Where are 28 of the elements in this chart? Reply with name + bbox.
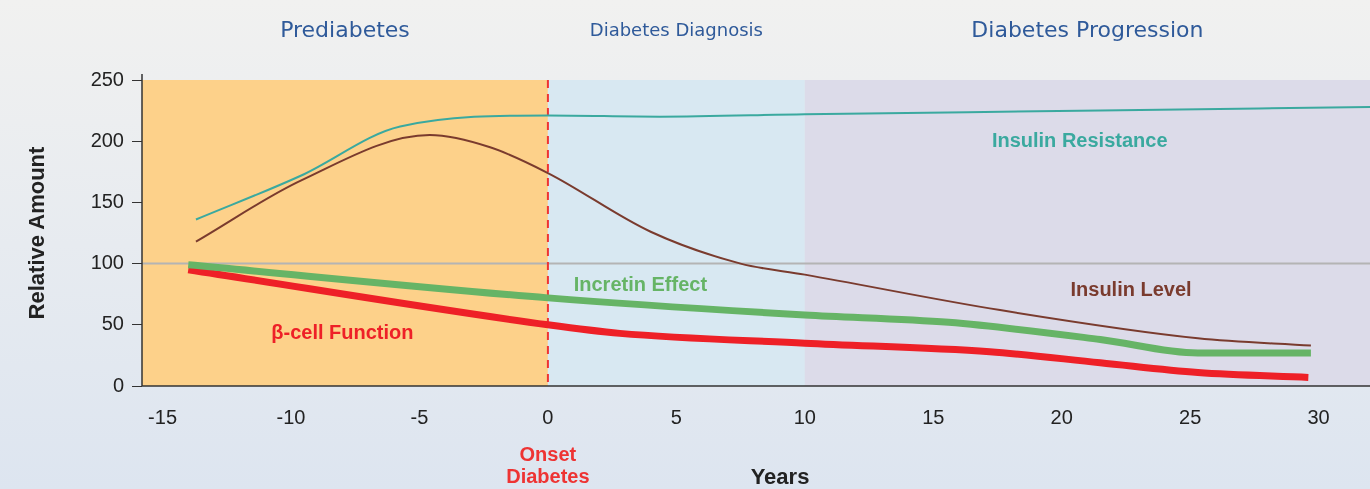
ref-line-label: Onset Diabetes	[506, 442, 590, 487]
x-tick-label: 20	[1050, 405, 1073, 428]
x-axis-title: Years	[750, 464, 810, 489]
y-tick-label: 0	[112, 373, 124, 396]
x-tick-label: 0	[542, 405, 554, 428]
y-axis-title: Relative Amount	[24, 145, 50, 320]
x-tick-label: 5	[670, 405, 682, 428]
x-tick-label: -5	[410, 405, 429, 428]
y-tick-label: 100	[90, 251, 124, 274]
y-tick-label: 50	[101, 312, 124, 335]
band-label: Diabetes Diagnosis	[589, 18, 763, 40]
series-label: Insulin Resistance	[991, 128, 1168, 151]
y-tick-label: 250	[90, 67, 124, 90]
y-tick-label: 200	[90, 128, 124, 151]
x-tick-label: 25	[1179, 405, 1202, 428]
x-tick-label: 15	[922, 405, 945, 428]
x-tick-label: 10	[793, 405, 816, 428]
series-label: β-cell Function	[271, 320, 414, 343]
line-series	[194, 105, 1370, 221]
series-label: Incretin Effect	[573, 273, 708, 296]
series-label: Insulin Level	[1070, 278, 1192, 301]
x-tick-label: -15	[148, 405, 178, 428]
x-tick-label: 30	[1307, 405, 1330, 428]
band-label: Diabetes Progression	[971, 16, 1204, 42]
x-tick-label: -10	[276, 405, 306, 428]
y-tick-label: 150	[90, 189, 124, 212]
band-label: Prediabetes	[280, 16, 410, 42]
line-series	[194, 134, 1312, 347]
